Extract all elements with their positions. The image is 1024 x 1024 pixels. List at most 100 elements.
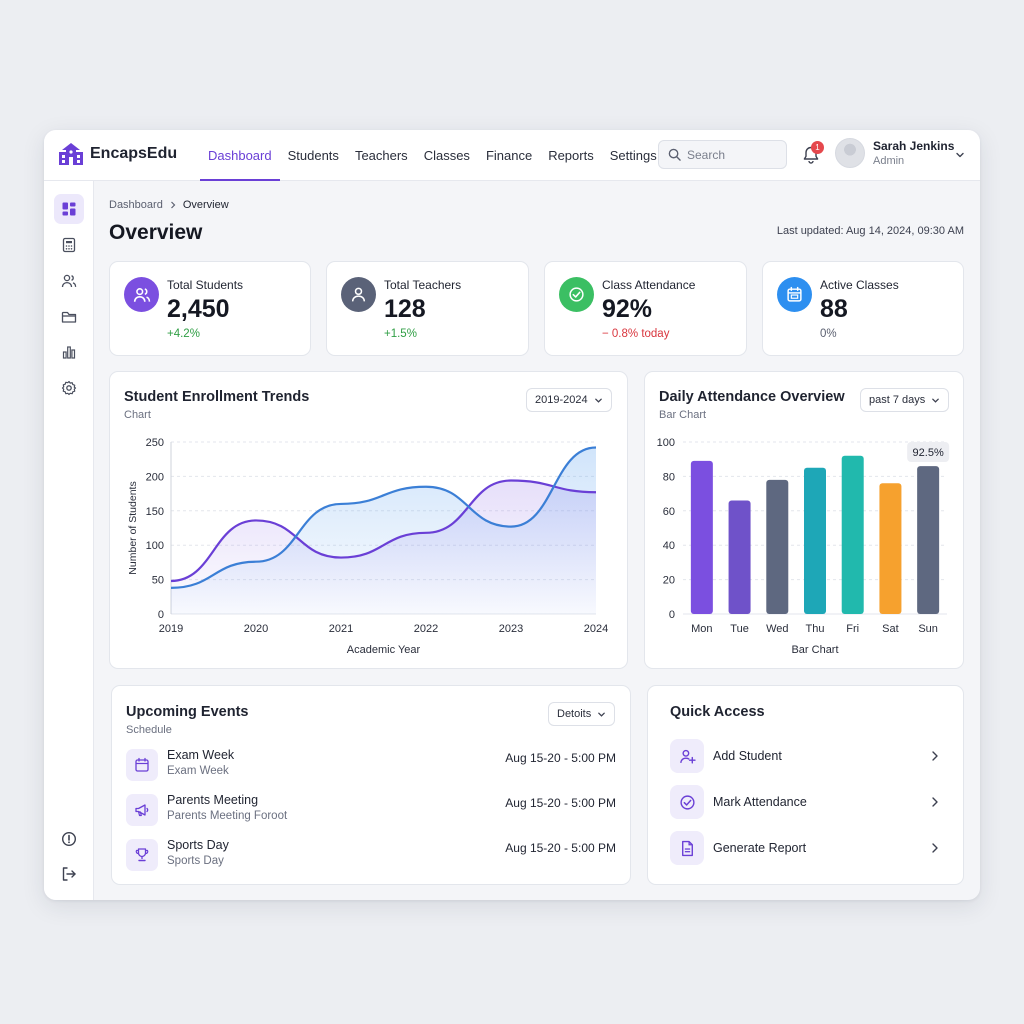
bar xyxy=(804,467,826,614)
main-nav: Dashboard Students Teachers Classes Fina… xyxy=(200,130,665,181)
event-row[interactable]: Parents Meeting Parents Meeting Foroot A… xyxy=(126,792,616,832)
top-bar: EncapsEdu Dashboard Students Teachers Cl… xyxy=(44,130,980,181)
attendance-range-label: past 7 days xyxy=(869,394,926,406)
dashboard-icon xyxy=(62,202,76,216)
y-tick-label: 80 xyxy=(663,471,675,483)
sidebar-item-users[interactable] xyxy=(54,266,84,296)
y-tick-label: 0 xyxy=(158,609,164,621)
brand[interactable]: EncapsEdu xyxy=(58,142,177,166)
chevron-down-icon xyxy=(594,398,602,403)
quick-generate-report[interactable]: Generate Report xyxy=(670,831,940,867)
stat-icon-classes xyxy=(777,277,812,312)
stat-label: Total Teachers xyxy=(384,278,462,292)
event-title: Sports Day xyxy=(167,838,229,852)
stat-value: 92% xyxy=(602,295,653,323)
nav-reports[interactable]: Reports xyxy=(548,148,594,163)
series-line xyxy=(170,479,597,583)
users-icon xyxy=(133,287,150,302)
attendance-subtitle: Bar Chart xyxy=(659,409,707,421)
trophy-icon xyxy=(135,848,149,862)
series-line xyxy=(170,446,597,589)
search-input[interactable] xyxy=(687,147,777,162)
breadcrumb-parent[interactable]: Dashboard xyxy=(109,199,163,211)
x-tick-label: 2024 xyxy=(584,623,608,635)
x-tick-label: 2020 xyxy=(244,623,268,635)
attendance-range-select[interactable]: past 7 days xyxy=(860,388,950,412)
quick-add-student[interactable]: Add Student xyxy=(670,739,940,775)
sidebar-item-folder[interactable] xyxy=(54,302,84,332)
info-icon xyxy=(61,831,77,847)
stat-delta: +4.2% xyxy=(167,328,200,340)
user-menu[interactable]: Sarah Jenkins Admin xyxy=(835,138,954,168)
events-card: Upcoming Events Schedule Detoits Exam We… xyxy=(111,685,631,885)
notification-badge: 1 xyxy=(811,141,824,154)
app-window: EncapsEdu Dashboard Students Teachers Cl… xyxy=(44,130,980,900)
sidebar-item-settings[interactable] xyxy=(54,373,84,403)
calendar-icon xyxy=(135,757,149,772)
events-filter-select[interactable]: Detoits xyxy=(548,702,616,726)
event-time: Aug 15-20 - 5:00 PM xyxy=(505,796,616,810)
event-row[interactable]: Exam Week Exam Week Aug 15-20 - 5:00 PM xyxy=(126,747,616,787)
stat-icon-students xyxy=(124,277,159,312)
nav-dashboard[interactable]: Dashboard xyxy=(200,130,280,181)
nav-settings[interactable]: Settings xyxy=(609,148,657,163)
x-tick-label: Sun xyxy=(918,623,938,635)
quick-mark-attendance[interactable]: Mark Attendance xyxy=(670,785,940,821)
events-filter-label: Detoits xyxy=(557,708,592,720)
calculator-icon xyxy=(62,237,76,253)
nav-students[interactable]: Students xyxy=(287,148,339,163)
attendance-card: Daily Attendance Overview Bar Chart past… xyxy=(644,371,964,669)
folder-icon xyxy=(61,311,77,323)
stat-delta: 0% xyxy=(820,328,837,340)
annotation-box xyxy=(907,442,950,462)
event-icon xyxy=(126,794,158,826)
event-row[interactable]: Sports Day Sports Day Aug 15-20 - 5:00 P… xyxy=(126,837,616,877)
chevron-right-icon xyxy=(932,751,938,761)
enrollment-card: Student Enrollment Trends Chart 2019-202… xyxy=(109,371,628,669)
sidebar-item-logout[interactable] xyxy=(54,859,84,889)
nav-teachers[interactable]: Teachers xyxy=(354,148,408,163)
user-name: Sarah Jenkins xyxy=(873,139,955,153)
nav-classes[interactable]: Classes xyxy=(423,148,470,163)
event-subtitle: Exam Week xyxy=(167,765,229,777)
x-axis-label: Academic Year xyxy=(347,644,421,656)
series-area xyxy=(171,447,596,614)
y-axis-label: Number of Students xyxy=(127,481,139,574)
avatar xyxy=(835,138,865,168)
y-tick-label: 60 xyxy=(663,506,675,518)
sidebar-item-help[interactable] xyxy=(54,824,84,854)
calendar-icon xyxy=(787,286,802,302)
breadcrumb-current: Overview xyxy=(182,199,229,211)
stat-value: 2,450 xyxy=(167,295,230,323)
logout-icon xyxy=(62,867,76,881)
y-tick-label: 250 xyxy=(146,437,164,449)
x-tick-label: Sat xyxy=(882,623,899,635)
bar xyxy=(766,479,789,614)
enrollment-range-select[interactable]: 2019-2024 xyxy=(526,388,612,412)
sidebar-item-dashboard[interactable] xyxy=(54,194,84,224)
sidebar-item-calculator[interactable] xyxy=(54,230,84,260)
nav-finance[interactable]: Finance xyxy=(485,148,533,163)
x-tick-label: 2022 xyxy=(414,623,438,635)
stat-label: Class Attendance xyxy=(602,278,696,292)
sidebar xyxy=(44,181,94,900)
event-icon xyxy=(126,839,158,871)
x-tick-label: Wed xyxy=(766,623,788,635)
annotation-label: 92.5% xyxy=(913,447,944,459)
y-tick-label: 50 xyxy=(152,575,164,587)
chevron-right-icon xyxy=(932,843,938,853)
chevron-down-icon xyxy=(932,398,940,403)
stat-icon-teachers xyxy=(341,277,376,312)
document-icon xyxy=(681,840,693,856)
chevron-right-icon xyxy=(932,797,938,807)
sidebar-item-reports[interactable] xyxy=(54,337,84,367)
x-tick-label: 2023 xyxy=(499,623,523,635)
chevron-down-icon xyxy=(598,712,606,717)
quick-access-title: Quick Access xyxy=(670,704,765,720)
chevron-down-icon[interactable] xyxy=(955,150,965,160)
x-tick-label: Fri xyxy=(846,623,859,635)
stat-card-classes: Active Classes 88 0% xyxy=(762,261,964,356)
event-time: Aug 15-20 - 5:00 PM xyxy=(505,841,616,855)
page-title: Overview xyxy=(109,221,203,244)
bar xyxy=(690,460,713,614)
